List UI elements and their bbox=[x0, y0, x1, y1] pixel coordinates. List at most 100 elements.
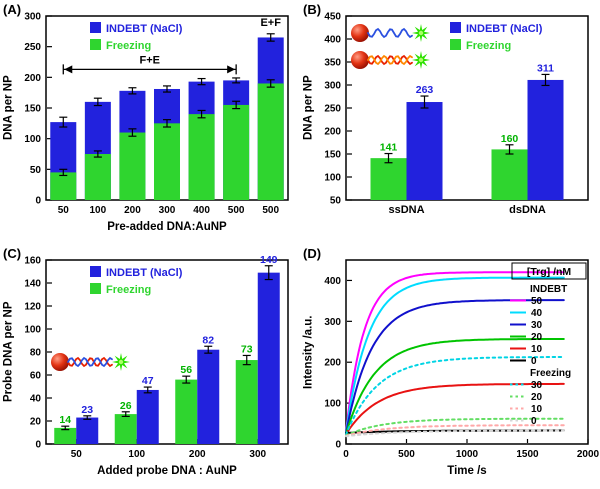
bar-freezing bbox=[114, 414, 137, 444]
y-tick-label: 80 bbox=[30, 348, 42, 359]
y-tick-label: 160 bbox=[24, 256, 41, 267]
x-tick-label: 300 bbox=[159, 205, 176, 216]
x-tick-label: 200 bbox=[124, 205, 141, 216]
y-tick-label: 400 bbox=[324, 276, 341, 287]
legend-swatch bbox=[90, 39, 101, 50]
gold-nanoparticle bbox=[51, 353, 69, 371]
legend-swatch bbox=[90, 283, 101, 294]
bar-freezing bbox=[235, 360, 258, 444]
bar-indebt bbox=[197, 349, 220, 444]
y-tick-label: 20 bbox=[30, 417, 42, 428]
y-tick-label: 60 bbox=[30, 371, 42, 382]
value-label: 311 bbox=[537, 62, 554, 74]
bar-freezing bbox=[175, 379, 198, 444]
dna-strand bbox=[367, 54, 413, 66]
y-tick-label: 200 bbox=[324, 127, 341, 138]
y-tick-label: 150 bbox=[24, 104, 41, 115]
legend-swatch bbox=[450, 22, 461, 33]
legend-label: Freezing bbox=[106, 284, 151, 296]
y-tick-label: 200 bbox=[324, 358, 341, 369]
y-tick-label: 350 bbox=[324, 58, 341, 69]
stacked-bar-freezing bbox=[188, 114, 215, 200]
legend-label: INDEBT (NaCl) bbox=[106, 23, 183, 35]
curve-freezing-10nM bbox=[345, 424, 565, 437]
y-tick-label: 50 bbox=[330, 196, 342, 207]
bar-freezing bbox=[370, 158, 407, 200]
curve-indebt-40nM bbox=[345, 276, 565, 434]
x-tick-label: 0 bbox=[343, 449, 349, 460]
stacked-bar-freezing bbox=[154, 123, 180, 200]
stacked-bar-freezing bbox=[84, 154, 111, 200]
panel-b-chart: 50 100 150 200 250 300 350 400 450 ssDNA dsDNA 141 1… bbox=[324, 12, 589, 216]
y-tick-label: 100 bbox=[324, 399, 341, 410]
fe-arrowhead-right bbox=[227, 65, 236, 74]
stacked-bar-freezing bbox=[223, 104, 250, 200]
x-tick-label: 500 bbox=[262, 205, 279, 216]
y-tick-label: 140 bbox=[24, 279, 41, 290]
bar-indebt bbox=[257, 272, 280, 444]
value-label: 149 bbox=[260, 254, 278, 266]
y-tick-label: 100 bbox=[324, 173, 341, 184]
stacked-bar-freezing bbox=[119, 132, 146, 200]
y-tick-label: 300 bbox=[324, 317, 341, 328]
y-tick-label: 250 bbox=[24, 42, 41, 53]
y-tick-label: 120 bbox=[24, 302, 41, 313]
gold-nanoparticle bbox=[351, 24, 369, 42]
value-label: 73 bbox=[241, 343, 253, 355]
legend-title: [Trg] /nM bbox=[527, 266, 572, 278]
axis-frame bbox=[345, 15, 589, 201]
panel-c-x-axis-title: Added probe DNA : AuNP bbox=[97, 465, 237, 477]
aunp-dsdna-fluorophore-icon bbox=[351, 51, 430, 69]
x-tick-label: 1500 bbox=[516, 449, 539, 460]
legend-entry-label: 10 bbox=[531, 404, 543, 415]
fe-arrowhead-left bbox=[64, 65, 73, 74]
x-tick-label: dsDNA bbox=[509, 204, 546, 216]
x-tick-label: 300 bbox=[249, 449, 266, 460]
legend-swatch bbox=[450, 39, 461, 50]
panel-a-tag: (A) bbox=[3, 2, 22, 17]
y-tick-label: 0 bbox=[335, 440, 341, 451]
x-tick-label: 500 bbox=[398, 449, 415, 460]
legend-title-box bbox=[511, 262, 587, 280]
y-tick-label: 250 bbox=[324, 104, 341, 115]
fe-annotation-label: F+E bbox=[139, 54, 159, 66]
legend-entry-label: 40 bbox=[531, 308, 543, 319]
panel-b: (B) DNA per NP 50 100 150 200 250 300 350 400 45… bbox=[300, 0, 600, 245]
x-tick-label: 200 bbox=[189, 449, 206, 460]
value-label: 23 bbox=[81, 404, 93, 416]
value-label: 141 bbox=[380, 142, 398, 154]
dna-strand bbox=[367, 54, 413, 66]
y-tick-label: 400 bbox=[324, 35, 341, 46]
legend-entry-label: 0 bbox=[531, 356, 537, 367]
x-tick-label: 2000 bbox=[577, 449, 600, 460]
value-label: 82 bbox=[202, 334, 214, 346]
x-tick-label: 500 bbox=[228, 205, 245, 216]
y-tick-label: 0 bbox=[35, 440, 41, 451]
value-label: 47 bbox=[142, 375, 154, 387]
legend-group-label: INDEBT bbox=[530, 284, 567, 295]
ef-annotation-label: E+F bbox=[260, 17, 281, 29]
legend-entry-label: 20 bbox=[531, 392, 543, 403]
legend-label: Freezing bbox=[106, 40, 151, 52]
legend-entry-label: 0 bbox=[531, 416, 537, 427]
value-label: 26 bbox=[120, 400, 132, 412]
axis-frame bbox=[345, 259, 589, 445]
x-tick-label: ssDNA bbox=[388, 204, 424, 216]
value-label: 56 bbox=[180, 364, 192, 376]
panel-d-x-axis-title: Time /s bbox=[447, 465, 487, 477]
y-tick-label: 450 bbox=[324, 12, 341, 23]
panel-d: (D) Intensity /a.u. 0 100 200 300 400 0 500 100… bbox=[300, 244, 600, 489]
curve-indebt-30nM bbox=[345, 299, 565, 435]
panel-b-tag: (B) bbox=[303, 2, 322, 17]
y-tick-label: 100 bbox=[24, 134, 41, 145]
value-label: 160 bbox=[501, 133, 519, 145]
legend-entry-label: 20 bbox=[531, 332, 543, 343]
panel-c: (C) Probe DNA per NP 0 20 40 60 80 100 120 140 1… bbox=[0, 244, 300, 489]
y-tick-label: 50 bbox=[30, 165, 42, 176]
aunp-probe-dna-fluorophore-icon bbox=[51, 353, 130, 371]
y-tick-label: 0 bbox=[35, 196, 41, 207]
curve-freezing-30nM bbox=[345, 356, 565, 436]
panel-a: (A) DNA per NP 0 50 100 150 200 250 300 50 100 20… bbox=[0, 0, 300, 245]
